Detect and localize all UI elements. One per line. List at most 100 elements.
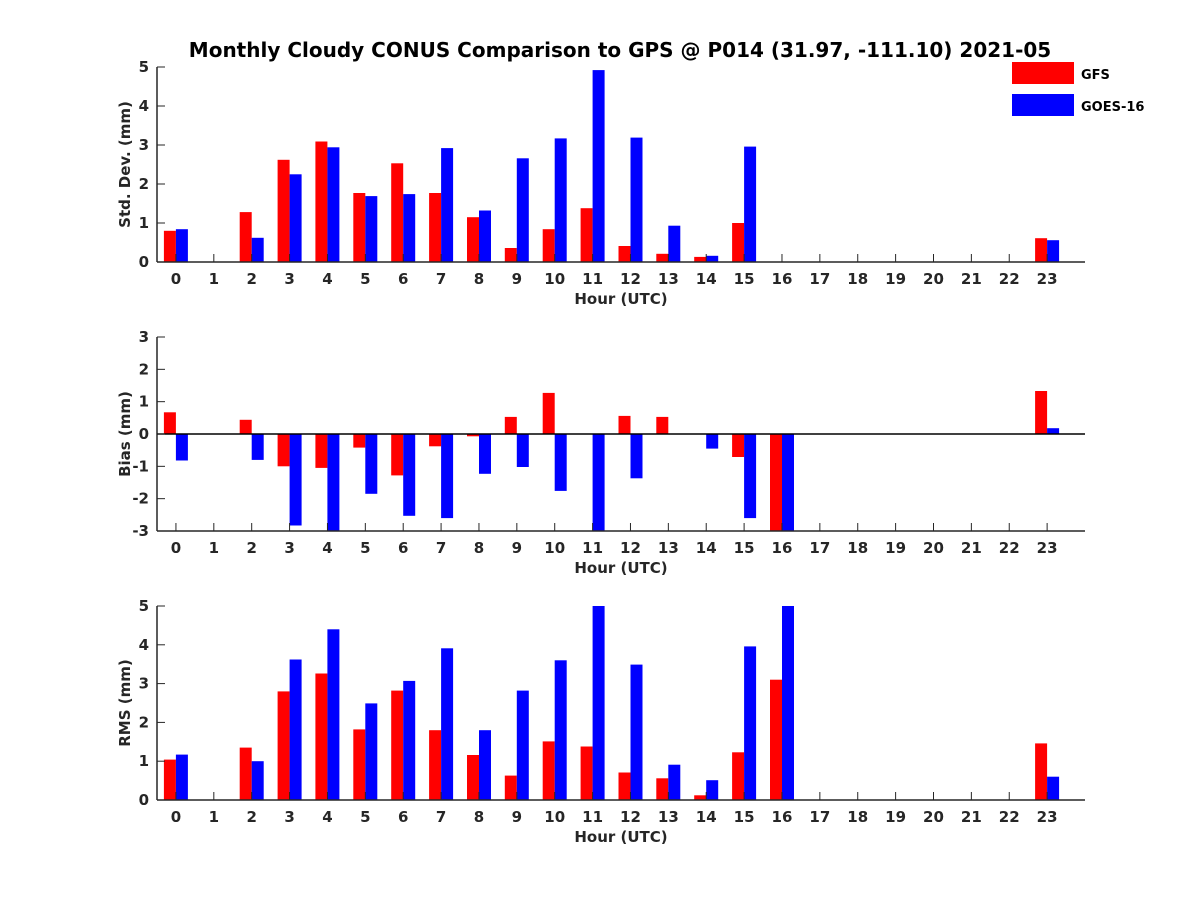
x-tick-label: 18 [847,270,868,288]
bar-goes16-4 [327,147,340,262]
bar-gfs-10 [542,229,555,262]
bar-goes16-6 [403,194,416,262]
bar-gfs-5 [353,729,366,800]
bar-gfs-13 [656,416,669,434]
bar-gfs-23 [1035,391,1048,434]
x-tick-label: 7 [436,539,446,557]
x-tick-label: 9 [512,270,522,288]
x-tick-label: 19 [885,808,906,826]
x-tick-label: 9 [512,539,522,557]
x-tick-label: 23 [1037,270,1058,288]
x-axis-label: Hour (UTC) [574,290,667,308]
x-tick-label: 5 [360,808,370,826]
bar-gfs-13 [656,778,669,800]
bar-goes16-3 [289,659,302,800]
bar-goes16-3 [289,174,302,263]
bar-gfs-14 [694,256,707,262]
x-tick-label: 17 [809,539,830,557]
x-tick-label: 8 [474,270,484,288]
bar-goes16-5 [365,703,378,800]
bar-goes16-11 [592,434,605,531]
y-axis-label: RMS (mm) [116,659,134,746]
bar-goes16-10 [554,660,567,800]
bar-goes16-8 [479,210,491,262]
bar-gfs-12 [618,246,631,262]
bar-gfs-12 [618,772,631,800]
y-tick-label: 2 [139,175,149,193]
bar-gfs-2 [239,212,252,262]
x-tick-label: 9 [512,808,522,826]
x-tick-label: 15 [734,808,755,826]
x-tick-label: 12 [620,539,641,557]
x-tick-label: 16 [772,539,793,557]
bar-gfs-8 [467,434,479,437]
bar-goes16-9 [516,158,529,262]
bar-gfs-7 [429,434,442,447]
bar-gfs-13 [656,253,669,262]
x-tick-label: 0 [171,270,181,288]
x-tick-label: 2 [246,270,256,288]
y-tick-label: 3 [139,328,149,346]
x-tick-label: 23 [1037,539,1058,557]
x-tick-label: 12 [620,270,641,288]
bar-gfs-6 [391,163,404,262]
bar-goes16-12 [630,434,643,479]
bar-goes16-10 [554,138,567,262]
x-tick-label: 3 [284,270,294,288]
bar-goes16-13 [668,225,681,262]
x-tick-label: 14 [696,808,717,826]
x-tick-label: 4 [322,539,332,557]
x-tick-label: 11 [582,539,603,557]
x-tick-label: 16 [772,808,793,826]
y-tick-label: 0 [139,253,149,271]
x-tick-label: 6 [398,808,408,826]
y-tick-label: 0 [139,791,149,809]
y-tick-label: 1 [139,752,149,770]
bar-goes16-9 [516,690,529,800]
x-tick-label: 2 [246,539,256,557]
bar-goes16-15 [744,434,757,519]
x-tick-label: 11 [582,808,603,826]
bar-gfs-0 [163,412,176,434]
bar-goes16-12 [630,137,643,262]
x-tick-label: 7 [436,270,446,288]
bar-goes16-23 [1047,428,1060,434]
bar-gfs-6 [391,434,404,476]
bar-gfs-3 [277,691,290,800]
x-tick-label: 10 [544,539,565,557]
y-tick-label: 4 [139,636,149,654]
y-tick-label: 0 [139,425,149,443]
x-tick-label: 1 [209,539,219,557]
y-tick-label: 2 [139,360,149,378]
bar-gfs-2 [239,747,252,800]
bar-goes16-7 [441,148,454,262]
legend-label-goes16: GOES-16 [1081,100,1144,115]
x-tick-label: 3 [284,808,294,826]
legend-label-gfs: GFS [1081,68,1110,83]
y-tick-label: 3 [139,136,149,154]
y-tick-label: 5 [139,597,149,615]
y-axis-label: Std. Dev. (mm) [116,101,134,228]
x-tick-label: 18 [847,808,868,826]
legend-swatch-goes16 [1012,94,1074,116]
bar-gfs-15 [732,434,745,457]
bar-gfs-23 [1035,238,1048,262]
bar-gfs-0 [163,230,176,262]
x-tick-label: 6 [398,539,408,557]
x-axis-label: Hour (UTC) [574,559,667,577]
bar-gfs-4 [315,673,328,800]
x-tick-label: 10 [544,270,565,288]
bar-gfs-9 [504,416,517,434]
bar-goes16-3 [289,434,302,526]
bar-gfs-6 [391,690,404,800]
y-tick-label: 5 [139,58,149,76]
x-axis-label: Hour (UTC) [574,828,667,846]
chart-title: Monthly Cloudy CONUS Comparison to GPS @… [189,38,1051,62]
bar-goes16-0 [175,434,188,461]
bar-goes16-23 [1047,240,1060,262]
bar-goes16-2 [251,434,264,460]
bar-gfs-8 [467,217,479,262]
